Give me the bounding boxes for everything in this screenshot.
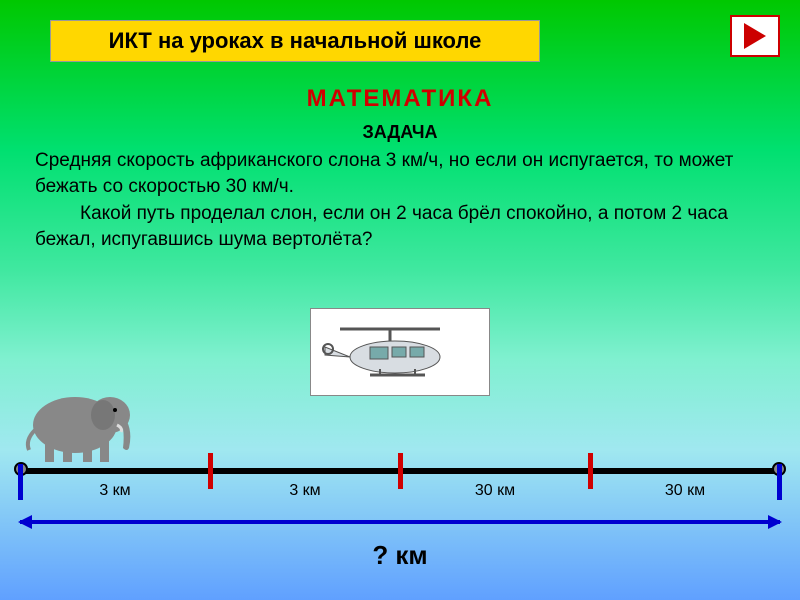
line-tick <box>208 453 213 489</box>
line-tick <box>588 453 593 489</box>
end-bar-right <box>777 464 782 500</box>
number-line-bar: 3 км3 км30 км30 км <box>20 468 780 474</box>
question-arrow <box>20 520 780 524</box>
end-bar-left <box>18 464 23 500</box>
task-paragraph-1: Средняя скорость африканского слона 3 км… <box>35 148 765 199</box>
line-tick <box>398 453 403 489</box>
subject-heading: МАТЕМАТИКА <box>0 85 800 113</box>
arrow-right-icon <box>744 23 766 49</box>
elephant-image <box>15 380 135 470</box>
task-paragraph-2: Какой путь проделал слон, если он 2 часа… <box>35 201 765 252</box>
next-button[interactable] <box>730 15 780 57</box>
helicopter-icon <box>320 317 480 387</box>
task-body: Средняя скорость африканского слона 3 км… <box>35 148 765 253</box>
question-label: ? км <box>0 540 800 571</box>
page-title: ИКТ на уроках в начальной школе <box>109 28 482 54</box>
segment-label: 30 км <box>475 482 515 500</box>
title-bar: ИКТ на уроках в начальной школе <box>50 20 540 62</box>
task-label: ЗАДАЧА <box>0 122 800 143</box>
segment-label: 3 км <box>289 482 320 500</box>
number-line: 3 км3 км30 км30 км <box>20 468 780 474</box>
segment-label: 30 км <box>665 482 705 500</box>
elephant-icon <box>15 380 135 470</box>
helicopter-image <box>310 308 490 396</box>
segment-label: 3 км <box>99 482 130 500</box>
